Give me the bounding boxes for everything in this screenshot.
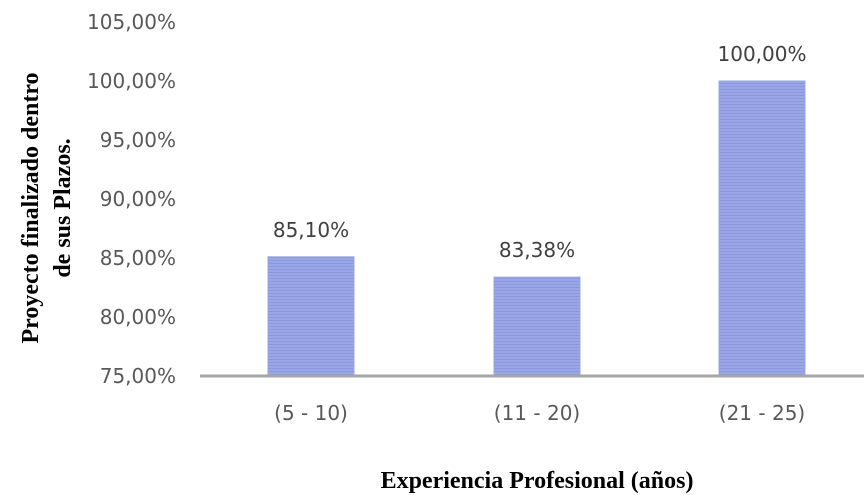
data-label: 100,00% <box>718 42 807 66</box>
y-axis-ticks: 75,00% 80,00% 85,00% 90,00% 95,00% 100,00% 105… <box>87 10 176 388</box>
y-axis-title-line2: de sus Plazos. <box>50 138 76 277</box>
y-tick-label: 100,00% <box>87 69 176 93</box>
y-tick-label: 85,00% <box>100 246 176 270</box>
y-axis-title-line1: Proyecto finalizado dentro <box>18 72 44 343</box>
bar <box>718 80 806 377</box>
x-tick-label: (5 - 10) <box>274 401 348 425</box>
y-tick-label: 75,00% <box>100 364 176 388</box>
x-tick-label: (21 - 25) <box>719 401 805 425</box>
x-axis-ticks: (5 - 10) (11 - 20) (21 - 25) <box>274 401 805 425</box>
bar <box>493 276 581 377</box>
data-label: 83,38% <box>499 238 575 262</box>
y-axis-title-2: de sus Plazos. <box>50 138 76 277</box>
y-axis-title: Proyecto finalizado dentro <box>18 72 44 343</box>
bar <box>267 256 355 377</box>
x-axis-title: Experiencia Profesional (años) <box>381 468 694 494</box>
data-label: 85,10% <box>273 218 349 242</box>
y-tick-label: 95,00% <box>100 128 176 152</box>
x-tick-label: (11 - 20) <box>494 401 580 425</box>
y-tick-label: 90,00% <box>100 187 176 211</box>
data-labels: 85,10% 83,38% 100,00% <box>273 42 807 262</box>
bars <box>267 80 806 377</box>
y-tick-label: 80,00% <box>100 305 176 329</box>
y-tick-label: 105,00% <box>87 10 176 34</box>
